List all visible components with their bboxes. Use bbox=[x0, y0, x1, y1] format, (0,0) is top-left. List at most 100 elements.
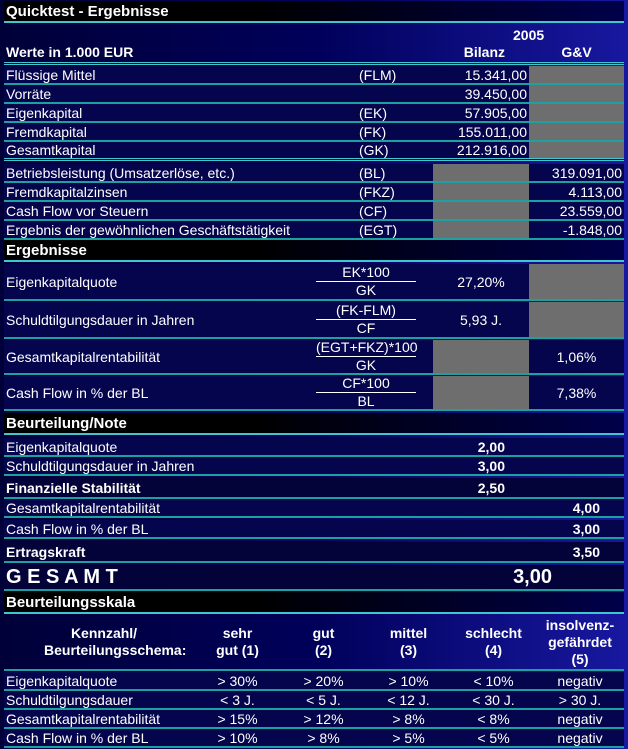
guv-value: 4.113,00 bbox=[568, 183, 622, 200]
bilanz-grade bbox=[433, 520, 529, 537]
row-abbr: (FKZ) bbox=[359, 183, 395, 200]
input-row: Eigenkapital (EK) 57.905,00 bbox=[4, 104, 624, 123]
input-row: Flüssige Mittel (FLM) 15.341,00 bbox=[4, 66, 624, 85]
guv-value bbox=[529, 66, 624, 83]
scale-header: schlecht (4) bbox=[465, 625, 522, 658]
scale-threshold: > 10% bbox=[217, 729, 258, 746]
rating-label: Schuldtilgungsdauer in Jahren bbox=[6, 457, 195, 474]
guv-value: 1,06% bbox=[556, 348, 597, 365]
guv-grade: 3,50 bbox=[572, 543, 600, 560]
scale-header: mittel (3) bbox=[389, 625, 428, 658]
formula-numerator: CF*100 bbox=[316, 375, 416, 393]
guv-value: -1.848,00 bbox=[562, 221, 622, 238]
scale-threshold: negativ bbox=[557, 672, 603, 689]
scale-threshold: < 10% bbox=[473, 672, 514, 689]
rating-label: Ertragskraft bbox=[6, 543, 86, 560]
input-row: Betriebsleistung (Umsatzerlöse, etc.) (B… bbox=[4, 164, 624, 183]
row-abbr: (CF) bbox=[359, 202, 387, 219]
result-row: Cash Flow in % der BL 7,38% CF*100 BL bbox=[4, 375, 624, 411]
rating-row: Gesamtkapitalrentabilität 4,00 bbox=[4, 499, 624, 518]
scale-threshold: negativ bbox=[557, 710, 603, 727]
scale-threshold: < 3 J. bbox=[220, 691, 255, 708]
bilanz-value: 39.450,00 bbox=[464, 85, 527, 102]
total-value: 3,00 bbox=[513, 565, 552, 588]
guv-grade: 3,00 bbox=[572, 520, 600, 537]
formula-numerator: EK*100 bbox=[316, 264, 416, 282]
guv-grade bbox=[529, 438, 624, 455]
row-label: Eigenkapital bbox=[6, 104, 83, 121]
section-title-beurteilung: Beurteilung/Note bbox=[4, 413, 624, 435]
row-abbr: (GK) bbox=[359, 142, 389, 158]
input-row: Vorräte 39.450,00 bbox=[4, 85, 624, 104]
scale-header: insolvenz-gefährdet (5) bbox=[545, 616, 615, 667]
scale-threshold: < 5% bbox=[477, 729, 510, 746]
rating-row: Ertragskraft 3,50 bbox=[4, 542, 624, 563]
section-title-quicktest: Quicktest - Ergebnisse bbox=[4, 1, 624, 23]
total-row: G E S A M T 3,00 bbox=[4, 565, 624, 591]
row-label: Fremdkapitalzinsen bbox=[6, 183, 128, 200]
guv-header: G&V bbox=[561, 44, 592, 60]
bilanz-value: 5,93 J. bbox=[459, 311, 503, 328]
input-row: Gesamtkapital (GK) 212.916,00 bbox=[4, 142, 624, 161]
guv-value: 23.559,00 bbox=[559, 202, 622, 219]
scale-threshold: negativ bbox=[557, 729, 603, 746]
rating-row: Cash Flow in % der BL 3,00 bbox=[4, 520, 624, 539]
row-label: Gesamtkapital bbox=[6, 142, 96, 158]
scale-threshold: > 20% bbox=[303, 672, 344, 689]
scale-header: sehr gut (1) bbox=[216, 625, 259, 658]
guv-value bbox=[529, 85, 624, 102]
total-label: G E S A M T bbox=[6, 565, 118, 588]
scale-row: Cash Flow in % der BL > 10% > 8% > 5% < 5% ne… bbox=[4, 729, 624, 748]
formula: (EGT+FKZ)*100 GK bbox=[314, 339, 418, 373]
row-abbr bbox=[359, 85, 433, 102]
formula: (FK-FLM) CF bbox=[314, 302, 418, 337]
scale-threshold: > 15% bbox=[217, 710, 258, 727]
rating-label: Cash Flow in % der BL bbox=[6, 520, 149, 537]
guv-value bbox=[529, 302, 624, 337]
row-label: Ergebnis der gewöhnlichen Geschäftstätig… bbox=[6, 221, 291, 238]
guv-value bbox=[529, 264, 624, 299]
scale-threshold: > 30 J. bbox=[558, 691, 602, 708]
bilanz-value: 27,20% bbox=[457, 273, 505, 290]
scale-threshold: < 8% bbox=[477, 710, 510, 727]
scale-threshold: > 12% bbox=[303, 710, 344, 727]
scale-threshold: > 5% bbox=[392, 729, 425, 746]
year-label: 2005 bbox=[513, 27, 545, 43]
rating-row: Finanzielle Stabilität 2,50 bbox=[4, 478, 624, 499]
formula-numerator: (EGT+FKZ)*100 bbox=[316, 339, 418, 357]
bilanz-value: 212.916,00 bbox=[456, 142, 527, 158]
scale-row: Gesamtkapitalrentabilität > 15% > 12% > 8% <… bbox=[4, 710, 624, 729]
section-title-ergebnisse: Ergebnisse bbox=[4, 240, 624, 262]
result-label: Cash Flow in % der BL bbox=[6, 384, 149, 401]
result-label: Gesamtkapitalrentabilität bbox=[6, 348, 161, 365]
bilanz-value bbox=[433, 376, 529, 409]
result-row: Gesamtkapitalrentabilität 1,06% (EGT+FKZ… bbox=[4, 339, 624, 375]
row-label: Cash Flow vor Steuern bbox=[6, 202, 149, 219]
section-title-skala: Beurteilungsskala bbox=[4, 592, 624, 614]
formula: EK*100 GK bbox=[314, 264, 418, 299]
bilanz-value: 15.341,00 bbox=[464, 66, 527, 83]
scale-label: Eigenkapitalquote bbox=[6, 672, 118, 689]
row-abbr: (EGT) bbox=[359, 221, 398, 238]
column-header: Werte in 1.000 EUR 2005 Bilanz G&V bbox=[4, 25, 624, 65]
scale-threshold: < 30 J. bbox=[472, 691, 515, 708]
formula-numerator: (FK-FLM) bbox=[316, 302, 416, 320]
input-row: Fremdkapitalzinsen (FKZ) 4.113,00 bbox=[4, 183, 624, 202]
row-label: Vorräte bbox=[6, 85, 52, 102]
rating-label: Gesamtkapitalrentabilität bbox=[6, 499, 161, 516]
scale-threshold: > 8% bbox=[307, 729, 340, 746]
row-label: Flüssige Mittel bbox=[6, 66, 96, 83]
bilanz-header: Bilanz bbox=[463, 44, 505, 60]
result-label: Eigenkapitalquote bbox=[6, 273, 118, 290]
scale-row: Schuldtilgungsdauer < 3 J. < 5 J. < 12 J. < … bbox=[4, 691, 624, 710]
row-label: Fremdkapital bbox=[6, 123, 87, 140]
bilanz-value bbox=[433, 221, 529, 238]
guv-value bbox=[529, 142, 624, 158]
guv-value: 7,38% bbox=[556, 384, 597, 401]
bilanz-value bbox=[433, 340, 529, 373]
formula-denominator: BL bbox=[357, 393, 375, 409]
guv-grade bbox=[529, 478, 624, 497]
bilanz-value bbox=[433, 183, 529, 200]
guv-value: 319.091,00 bbox=[551, 164, 622, 181]
rating-label: Finanzielle Stabilität bbox=[6, 479, 141, 496]
